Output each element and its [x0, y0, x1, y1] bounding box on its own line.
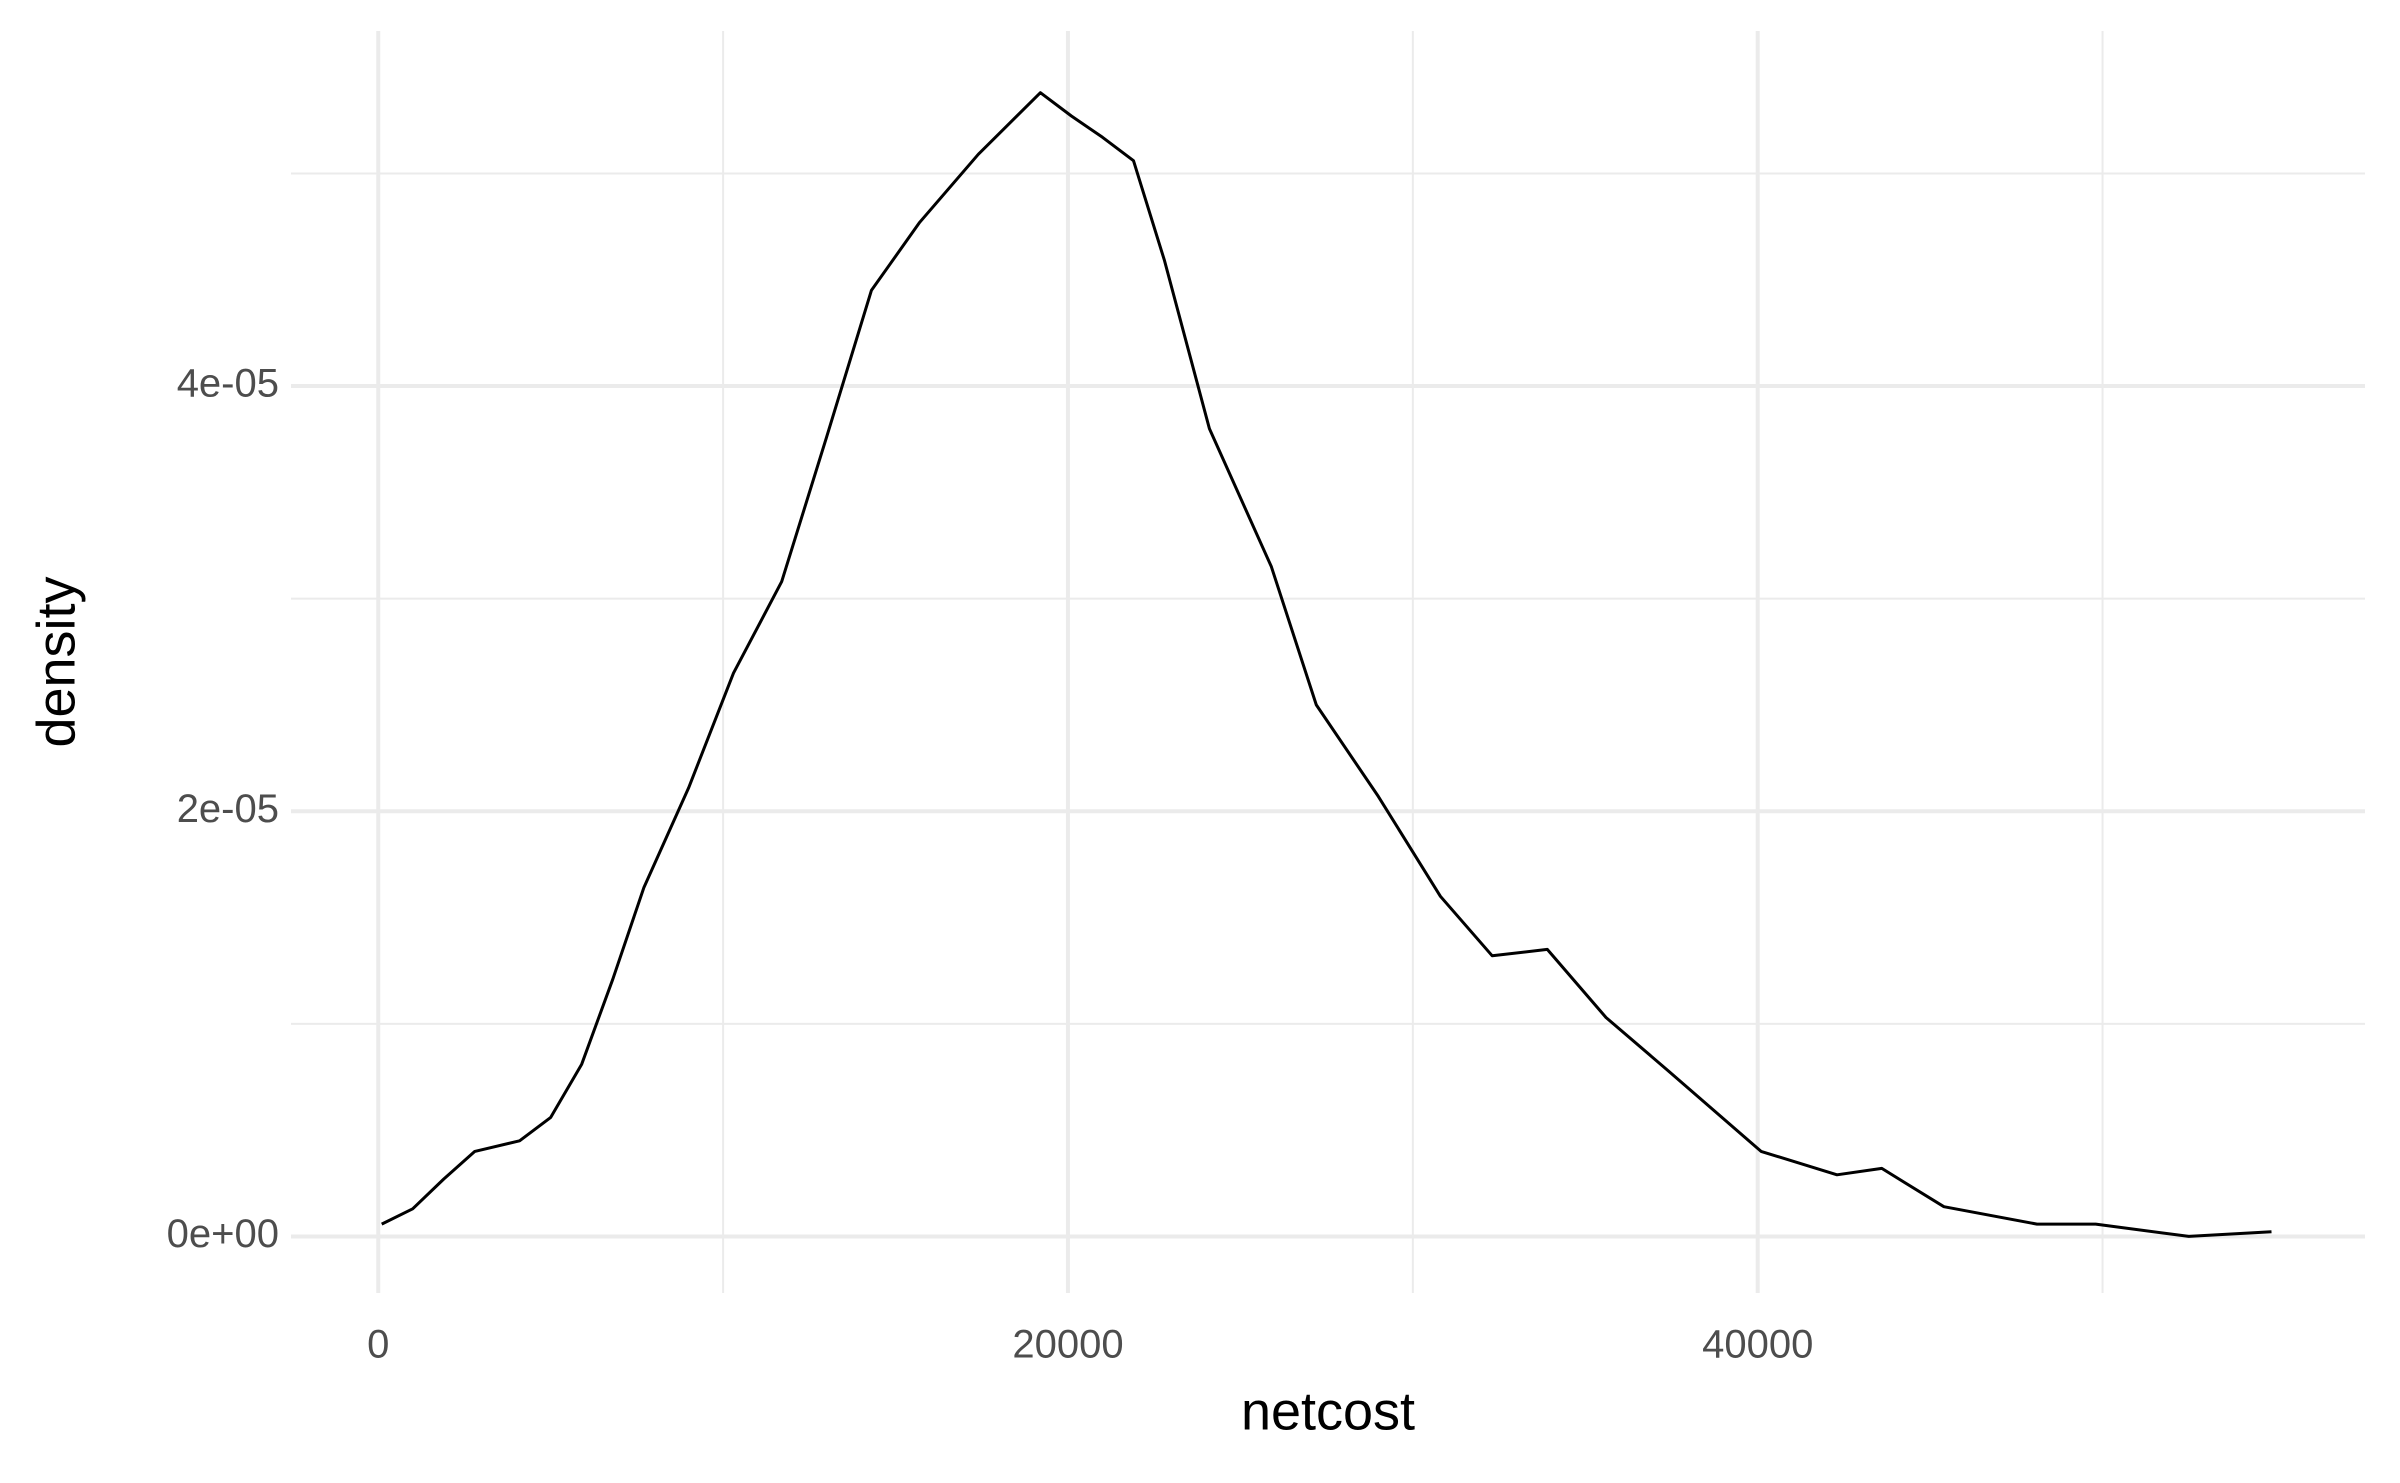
density-line: [381, 91, 2272, 1238]
x-tick-label: 0: [367, 1323, 389, 1367]
x-tick-label: 20000: [1012, 1323, 1123, 1367]
y-axis-title: density: [26, 576, 86, 747]
y-tick-label: 4e-05: [177, 362, 279, 406]
x-axis-title: netcost: [1241, 1381, 1415, 1441]
x-tick-label: 40000: [1702, 1323, 1813, 1367]
y-tick-label: 2e-05: [177, 787, 279, 831]
y-tick-label: 0e+00: [167, 1212, 279, 1256]
